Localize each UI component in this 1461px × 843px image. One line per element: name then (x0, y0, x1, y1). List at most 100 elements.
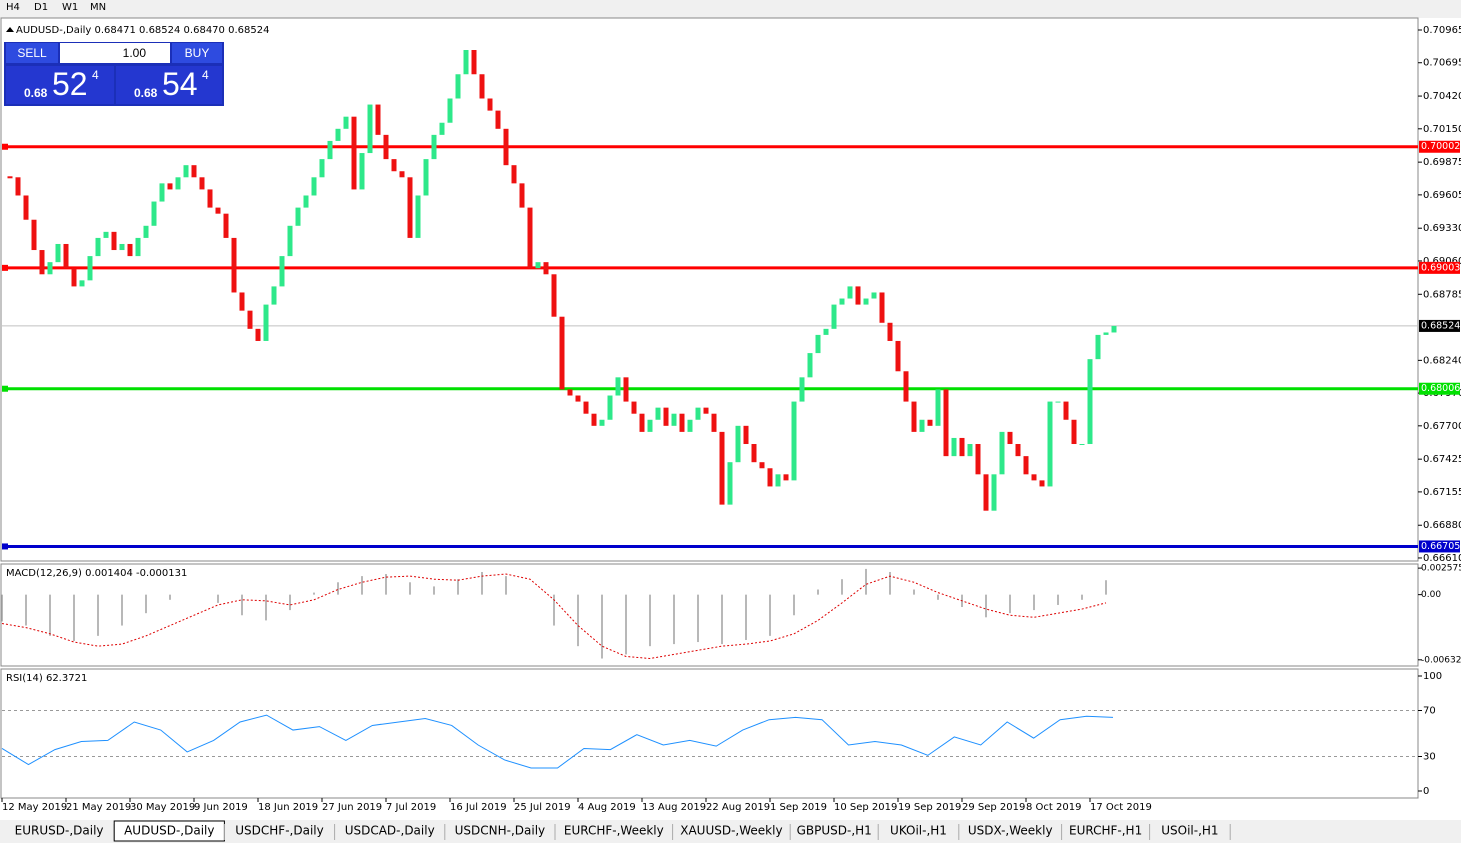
candle (655, 407, 661, 420)
x-tick-label: 10 Sep 2019 (834, 802, 897, 813)
candle (559, 316, 565, 390)
candle (527, 207, 533, 269)
trade-panel: SELL 1.00 BUY 0.68 52 4 0.68 54 4 (4, 42, 224, 106)
sell-price[interactable] (6, 66, 114, 104)
candle (23, 195, 29, 220)
symbol-tab[interactable]: GBPUSD-,H1 (797, 824, 872, 838)
candle (31, 219, 37, 251)
symbol-tab[interactable]: USDCHF-,Daily (235, 824, 323, 838)
x-tick-label: 1 Sep 2019 (770, 802, 827, 813)
candle (959, 437, 965, 457)
symbol-tab[interactable]: UKOil-,H1 (890, 824, 947, 838)
candle (479, 74, 485, 99)
chart-title: AUDUSD-,Daily 0.68471 0.68524 0.68470 0.… (16, 25, 269, 36)
candle (255, 328, 261, 341)
x-tick-label: 21 May 2019 (66, 802, 131, 813)
candle (231, 237, 237, 293)
macd-panel (0, 563, 1419, 667)
candle (743, 425, 749, 445)
candle (271, 286, 277, 305)
candle (199, 177, 205, 190)
buy-button[interactable]: BUY (172, 43, 222, 63)
symbol-tab[interactable]: USDCNH-,Daily (455, 824, 546, 838)
level-handle (2, 385, 8, 392)
candle (471, 50, 477, 75)
candle (239, 292, 245, 311)
candle (223, 213, 229, 238)
symbol-tab[interactable]: AUDUSD-,Daily (124, 824, 214, 838)
x-tick-label: 4 Aug 2019 (578, 802, 636, 813)
symbol-tab[interactable]: EURCHF-,H1 (1069, 824, 1142, 838)
macd-title: MACD(12,26,9) 0.001404 -0.000131 (6, 568, 187, 579)
period-button[interactable]: MN (90, 2, 106, 13)
candle (375, 104, 381, 135)
candle (311, 177, 317, 196)
candle (647, 419, 653, 432)
x-tick-label: 18 Jun 2019 (258, 802, 318, 813)
candle (495, 110, 501, 129)
candle (727, 462, 733, 505)
buy-price[interactable] (116, 66, 222, 104)
candle (879, 292, 885, 323)
price-tag-label: 0.66705 (1421, 541, 1460, 552)
x-tick-label: 9 Jun 2019 (194, 802, 248, 813)
candle (1007, 431, 1013, 445)
level-handle (2, 264, 8, 271)
candle (895, 340, 901, 372)
sell-pips: 52 (52, 66, 88, 102)
period-button[interactable]: W1 (62, 2, 78, 13)
collapse-icon[interactable] (6, 27, 14, 32)
symbol-tab[interactable]: USDCAD-,Daily (345, 824, 435, 838)
candle (167, 183, 173, 190)
y-tick-label: 70 (1423, 706, 1436, 717)
y-tick-label: 0 (1423, 786, 1429, 797)
candle (407, 177, 413, 238)
candle (39, 250, 45, 275)
candle (807, 353, 813, 378)
candle (799, 377, 805, 402)
candle (991, 474, 997, 511)
candle (551, 274, 557, 317)
candle (183, 165, 189, 178)
candle (887, 322, 893, 341)
candle (919, 419, 925, 432)
symbol-tab[interactable]: EURUSD-,Daily (15, 824, 104, 838)
rsi-panel (0, 668, 1419, 799)
candle (287, 225, 293, 257)
candle (815, 334, 821, 354)
candle (663, 407, 669, 426)
candle (47, 262, 53, 275)
candle (175, 177, 181, 190)
lot-box[interactable] (60, 43, 170, 63)
candle (631, 401, 637, 414)
period-button[interactable]: D1 (34, 2, 48, 13)
y-tick-label: 0.70420 (1423, 91, 1461, 102)
level-handle (2, 143, 8, 150)
candle (103, 231, 109, 238)
candle (215, 207, 221, 214)
candle (1055, 401, 1061, 403)
candle (343, 116, 349, 129)
symbol-tab[interactable]: EURCHF-,Weekly (564, 824, 664, 838)
x-tick-label: 7 Jul 2019 (386, 802, 436, 813)
candle (263, 304, 269, 341)
candle (711, 413, 717, 432)
symbol-tab[interactable]: XAUUSD-,Weekly (680, 824, 782, 838)
y-tick-label: 30 (1423, 752, 1436, 763)
y-tick-label: 0.70150 (1423, 124, 1461, 135)
toolbar (0, 0, 1461, 18)
y-tick-label: 0.70965 (1423, 25, 1461, 36)
candle (359, 153, 365, 190)
candle (127, 243, 133, 257)
symbol-tab[interactable]: USOil-,H1 (1161, 824, 1218, 838)
candle (863, 298, 869, 305)
candle (599, 419, 605, 426)
x-tick-label: 19 Sep 2019 (898, 802, 961, 813)
symbol-tab[interactable]: USDX-,Weekly (968, 824, 1053, 838)
candle (71, 268, 77, 287)
period-button[interactable]: H4 (6, 2, 20, 13)
sell-button[interactable]: SELL (6, 43, 58, 63)
buy-pips: 54 (162, 66, 198, 102)
candle (295, 207, 301, 226)
